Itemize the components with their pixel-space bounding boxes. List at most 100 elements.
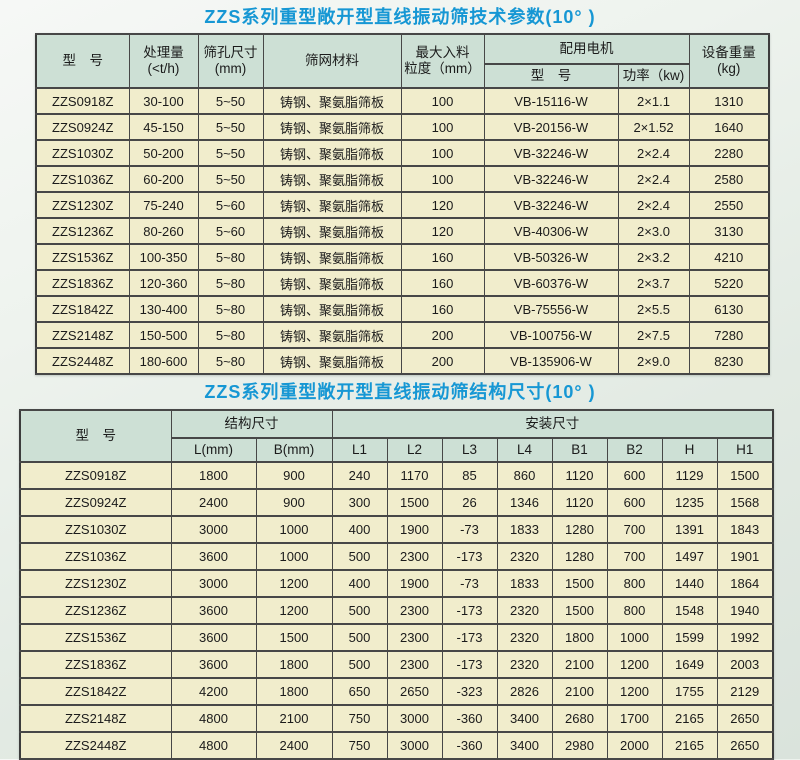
table-cell: 1235 — [661, 488, 718, 517]
table-cell: 100 — [400, 87, 485, 115]
table1-title: ZZS系列重型敞开型直线振动筛技术参数(10° ) — [204, 7, 596, 27]
table-cell: VB-32246-W — [483, 139, 619, 167]
col-header-model: 型 号 — [35, 33, 130, 89]
table-cell: 1200 — [606, 650, 663, 679]
table-row: ZZS1536Z 3600 1500 500 2300 -173 2320 1800 1000 1… — [19, 623, 774, 652]
table-cell: 3600 — [170, 650, 257, 679]
table-cell: VB-100756-W — [483, 321, 619, 349]
table-cell: 3000 — [386, 704, 443, 733]
table-cell: 2×7.5 — [617, 321, 690, 349]
table-cell: 2550 — [688, 191, 770, 219]
table-cell: 5~80 — [197, 295, 264, 323]
table-cell: ZZS1230Z — [35, 191, 130, 219]
table-cell: 2000 — [606, 731, 663, 760]
table-cell: 1992 — [716, 623, 774, 652]
table-cell: 2129 — [716, 677, 774, 706]
table-cell: 2100 — [255, 704, 333, 733]
col-header-H1: H1 — [716, 437, 774, 463]
table-cell: 160 — [400, 269, 485, 297]
table-cell: 600 — [606, 461, 663, 490]
table-cell: 5220 — [688, 269, 770, 297]
table-cell: 1800 — [255, 650, 333, 679]
table-cell: 2300 — [386, 542, 443, 571]
technical-parameters-table: 型 号 处理量 (<t/h) 筛孔尺寸 (mm) 筛网材料 最大入料 粒度（mm… — [35, 33, 770, 375]
table-cell: 5~60 — [197, 191, 264, 219]
col-header-model: 型 号 — [19, 409, 172, 463]
table-cell: 2320 — [496, 542, 553, 571]
col-header-L1: L1 — [331, 437, 388, 463]
table1-body: ZZS0918Z 30-100 5~50 铸钢、聚氨脂筛板 100 VB-15116-W 2… — [35, 87, 770, 375]
table-cell: 1940 — [716, 596, 774, 625]
table-cell: 2300 — [386, 650, 443, 679]
table-cell: 2280 — [688, 139, 770, 167]
table-row: ZZS1842Z 130-400 5~80 铸钢、聚氨脂筛板 160 VB-75556-W… — [35, 295, 770, 323]
col-header-B1: B1 — [551, 437, 608, 463]
table-cell: 2165 — [661, 704, 718, 733]
table-cell: 5~50 — [197, 113, 264, 141]
table-cell: ZZS1036Z — [19, 542, 172, 571]
table-cell: 1129 — [661, 461, 718, 490]
table-cell: -173 — [441, 623, 498, 652]
table-cell: 240 — [331, 461, 388, 490]
table-row: ZZS1836Z 3600 1800 500 2300 -173 2320 2100 1200 1… — [19, 650, 774, 679]
table-cell: 3600 — [170, 542, 257, 571]
table-cell: 1120 — [551, 461, 608, 490]
table-cell: -323 — [441, 677, 498, 706]
table-cell: 1200 — [255, 569, 333, 598]
table-cell: 1864 — [716, 569, 774, 598]
table-cell: 2×2.4 — [617, 191, 690, 219]
table-cell: 4800 — [170, 704, 257, 733]
table-cell: -73 — [441, 515, 498, 544]
table-cell: 5~80 — [197, 243, 264, 271]
table-cell: 1346 — [496, 488, 553, 517]
table-cell: 铸钢、聚氨脂筛板 — [262, 139, 402, 167]
table-cell: 2×5.5 — [617, 295, 690, 323]
table-row: ZZS0924Z 2400 900 300 1500 26 1346 1120 600 1235 1… — [19, 488, 774, 517]
table-cell: 700 — [606, 515, 663, 544]
table-cell: 1500 — [716, 461, 774, 490]
table-cell: 2×3.0 — [617, 217, 690, 245]
table-cell: 500 — [331, 623, 388, 652]
table-row: ZZS1836Z 120-360 5~80 铸钢、聚氨脂筛板 160 VB-60376-W… — [35, 269, 770, 297]
table-cell: 800 — [606, 596, 663, 625]
table-cell: 2400 — [255, 731, 333, 760]
table-cell: 1500 — [386, 488, 443, 517]
table-cell: ZZS2148Z — [19, 704, 172, 733]
table-cell: 180-600 — [128, 347, 199, 375]
table-cell: ZZS1536Z — [35, 243, 130, 271]
table-cell: 300 — [331, 488, 388, 517]
table-cell: ZZS0924Z — [19, 488, 172, 517]
col-header-motor-group: 配用电机 — [483, 33, 690, 65]
table-cell: 3600 — [170, 596, 257, 625]
col-header-L4: L4 — [496, 437, 553, 463]
table-cell: 2320 — [496, 623, 553, 652]
table-cell: ZZS2148Z — [35, 321, 130, 349]
table-cell: 150-500 — [128, 321, 199, 349]
table-cell: 铸钢、聚氨脂筛板 — [262, 191, 402, 219]
table-row: ZZS1030Z 50-200 5~50 铸钢、聚氨脂筛板 100 VB-32246-W 2… — [35, 139, 770, 167]
col-header-motor-power: 功率（kw) — [617, 63, 690, 89]
table-cell: 1800 — [170, 461, 257, 490]
table-cell: ZZS0924Z — [35, 113, 130, 141]
table-cell: ZZS0918Z — [35, 87, 130, 115]
table-row: ZZS1036Z 3600 1000 500 2300 -173 2320 1280 700 14… — [19, 542, 774, 571]
table-cell: 2×9.0 — [617, 347, 690, 375]
table2-body: ZZS0918Z 1800 900 240 1170 85 860 1120 600 1129 15… — [19, 461, 774, 760]
table-cell: 600 — [606, 488, 663, 517]
table-cell: 700 — [606, 542, 663, 571]
table-cell: 400 — [331, 515, 388, 544]
table-cell: 1280 — [551, 515, 608, 544]
table-cell: 2×3.7 — [617, 269, 690, 297]
col-header-B2: B2 — [606, 437, 663, 463]
table-cell: 900 — [255, 488, 333, 517]
table-cell: 3000 — [386, 731, 443, 760]
table-cell: 1391 — [661, 515, 718, 544]
table-cell: 160 — [400, 295, 485, 323]
table-cell: ZZS1836Z — [19, 650, 172, 679]
col-header-L3: L3 — [441, 437, 498, 463]
col-header-motor-model: 型 号 — [483, 63, 619, 89]
table-cell: 1280 — [551, 542, 608, 571]
table-cell: 3130 — [688, 217, 770, 245]
table-cell: 120-360 — [128, 269, 199, 297]
table-cell: 6130 — [688, 295, 770, 323]
